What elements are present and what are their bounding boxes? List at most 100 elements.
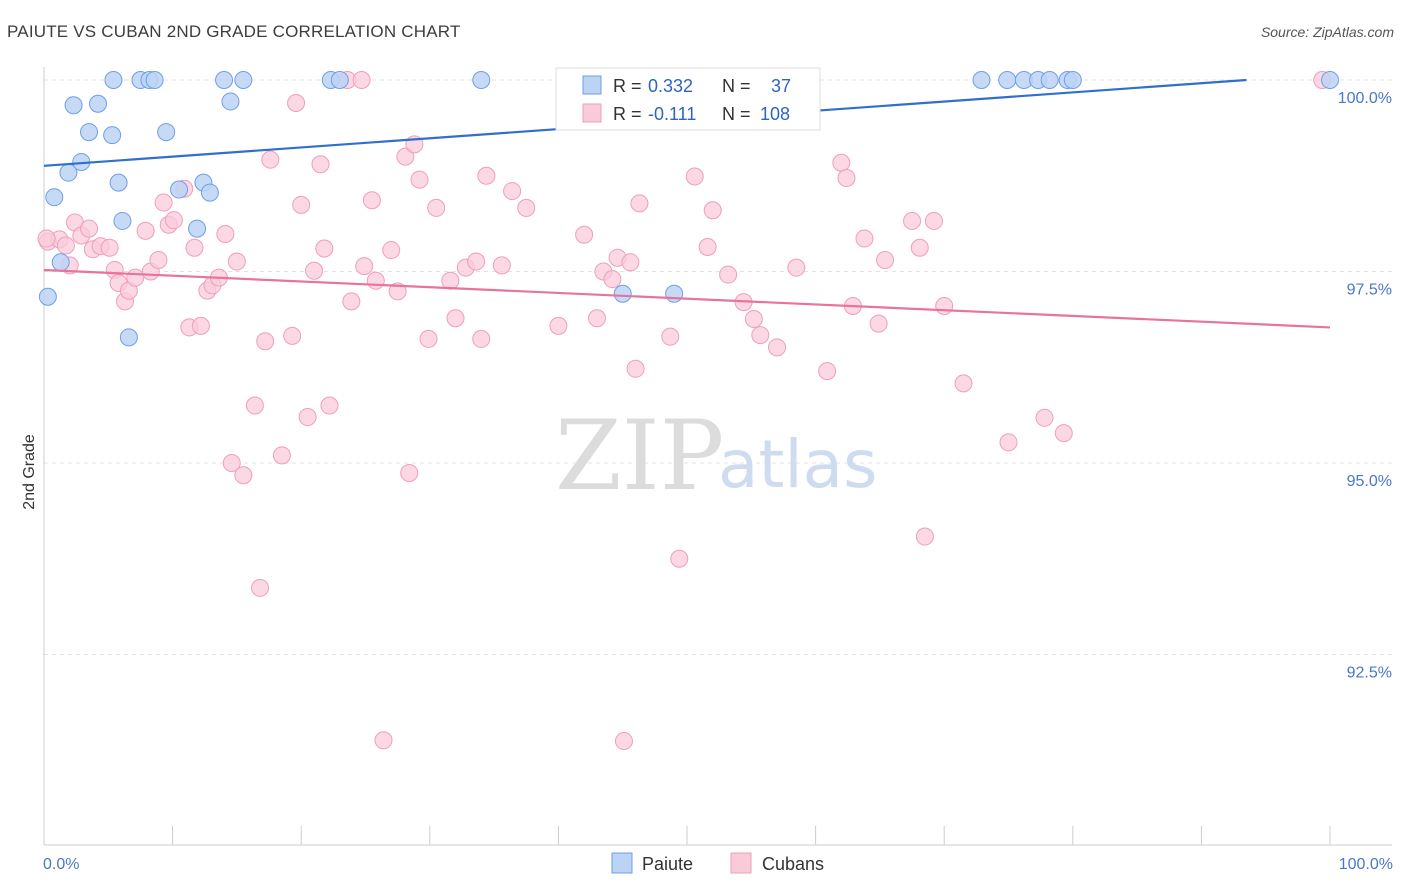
data-point-paiute xyxy=(113,211,132,230)
data-point-paiute xyxy=(234,71,253,89)
data-point-cubans xyxy=(698,237,717,256)
data-point-cubans xyxy=(154,193,173,212)
data-point-cubans xyxy=(744,309,763,328)
stats-r-value: -0.111 xyxy=(648,104,696,124)
data-point-cubans xyxy=(100,238,119,257)
data-point-cubans xyxy=(352,71,371,89)
data-point-cubans xyxy=(685,167,704,186)
data-point-cubans xyxy=(787,258,806,277)
y-tick-labels: 100.0% 97.5% 95.0% 92.5% xyxy=(1338,90,1392,682)
data-point-cubans xyxy=(136,221,155,240)
series-cubans-points xyxy=(37,71,1332,751)
data-point-cubans xyxy=(587,309,606,328)
data-point-cubans xyxy=(903,211,922,230)
stats-r-label: R = xyxy=(613,104,642,124)
data-point-cubans xyxy=(419,329,438,348)
data-point-cubans xyxy=(855,229,874,248)
x-tick-label: 0.0% xyxy=(43,856,79,873)
data-point-cubans xyxy=(614,732,633,751)
axes xyxy=(43,67,1392,846)
data-point-paiute xyxy=(998,71,1017,89)
data-point-cubans xyxy=(410,170,429,189)
y-tick-label: 95.0% xyxy=(1347,473,1392,490)
data-point-paiute xyxy=(472,71,491,89)
legend-label-cubans: Cubans xyxy=(762,854,824,874)
data-point-paiute xyxy=(1063,71,1082,89)
data-point-paiute xyxy=(972,71,991,89)
data-point-paiute xyxy=(51,253,70,272)
data-point-cubans xyxy=(374,731,393,750)
chart-title: PAIUTE VS CUBAN 2ND GRADE CORRELATION CH… xyxy=(7,22,461,41)
data-point-cubans xyxy=(315,239,334,258)
stats-r-label: R = xyxy=(613,76,642,96)
data-point-cubans xyxy=(910,238,929,257)
data-point-cubans xyxy=(876,251,895,270)
data-point-cubans xyxy=(320,396,339,415)
data-point-paiute xyxy=(170,180,189,199)
data-point-cubans xyxy=(446,309,465,328)
legend-label-paiute: Paiute xyxy=(642,854,693,874)
y-tick-label: 92.5% xyxy=(1347,665,1392,682)
data-point-cubans xyxy=(216,224,235,243)
data-point-paiute xyxy=(613,284,632,303)
data-point-cubans xyxy=(630,194,649,213)
y-tick-label: 100.0% xyxy=(1338,90,1392,107)
data-point-paiute xyxy=(103,126,122,145)
data-point-cubans xyxy=(222,454,241,472)
data-point-cubans xyxy=(954,374,973,393)
x-tick-labels: 0.0% 100.0% xyxy=(43,856,1393,873)
data-point-cubans xyxy=(703,201,722,220)
data-point-paiute xyxy=(145,71,164,89)
data-point-cubans xyxy=(56,236,75,255)
data-point-cubans xyxy=(837,169,856,188)
data-point-cubans xyxy=(396,147,415,166)
data-point-paiute xyxy=(38,287,57,306)
data-point-cubans xyxy=(503,182,522,201)
data-point-paiute xyxy=(1040,71,1059,89)
data-point-cubans xyxy=(1054,424,1073,443)
watermark-zip: ZIP xyxy=(555,400,724,512)
data-point-paiute xyxy=(45,188,64,207)
data-point-paiute xyxy=(330,71,349,89)
data-point-cubans xyxy=(751,326,770,345)
data-point-cubans xyxy=(427,198,446,217)
data-point-cubans xyxy=(492,256,511,275)
data-point-cubans xyxy=(388,282,407,301)
data-point-cubans xyxy=(287,93,306,112)
data-point-cubans xyxy=(477,166,496,185)
data-point-cubans xyxy=(283,326,302,345)
data-point-cubans xyxy=(935,296,954,315)
data-point-cubans xyxy=(272,446,291,465)
data-point-cubans xyxy=(149,251,168,270)
data-point-cubans xyxy=(661,327,680,346)
data-point-cubans xyxy=(80,219,99,238)
data-point-paiute xyxy=(119,328,138,347)
data-point-paiute xyxy=(200,183,219,202)
data-point-paiute xyxy=(64,96,83,115)
data-point-cubans xyxy=(670,549,689,568)
data-point-cubans xyxy=(517,198,536,217)
data-point-cubans xyxy=(292,195,311,214)
data-point-paiute xyxy=(221,92,240,111)
source-credit: Source: ZipAtlas.com xyxy=(1260,24,1394,40)
data-point-cubans xyxy=(719,265,738,284)
data-point-cubans xyxy=(999,433,1018,452)
legend: Paiute Cubans xyxy=(611,852,824,874)
data-point-cubans xyxy=(818,362,837,381)
data-point-paiute xyxy=(188,219,207,238)
data-point-cubans xyxy=(298,408,317,427)
stats-swatch-cubans xyxy=(582,103,602,123)
data-point-cubans xyxy=(626,359,645,378)
data-point-cubans xyxy=(362,191,381,210)
data-point-cubans xyxy=(924,211,943,230)
legend-swatch-cubans xyxy=(730,852,752,874)
y-tick-label: 97.5% xyxy=(1347,282,1392,299)
data-point-cubans xyxy=(164,211,183,230)
legend-swatch-paiute xyxy=(611,852,633,874)
y-axis-label: 2nd Grade xyxy=(21,434,38,510)
data-point-paiute xyxy=(665,284,684,303)
trend-line-cubans xyxy=(43,268,1331,329)
stats-n-value: 37 xyxy=(771,76,791,96)
grid-lines xyxy=(44,79,1392,655)
